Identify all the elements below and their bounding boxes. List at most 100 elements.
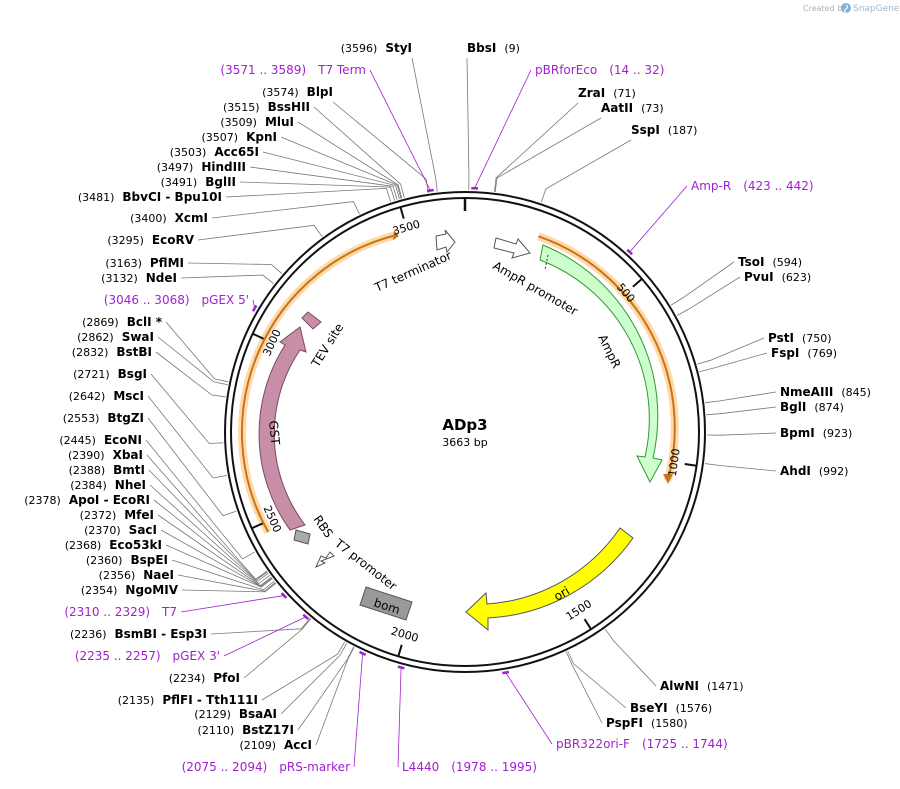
enzyme-site[interactable]: BclI * (2869) [82, 315, 163, 329]
enzyme-site[interactable]: BtgZI (2553) [63, 411, 144, 425]
enzyme-position: (2135) [118, 694, 155, 707]
primer-binding-mark [302, 613, 310, 620]
enzyme-leader-line [243, 618, 312, 679]
enzyme-site[interactable]: BstZ17I (2110) [198, 723, 294, 737]
enzyme-site[interactable]: SacI (2370) [84, 523, 157, 537]
tick-mark [632, 278, 643, 288]
primer-site[interactable]: Amp-R (423 .. 442) [691, 179, 814, 193]
snapgene-logo-icon [840, 3, 851, 14]
enzyme-site[interactable]: BssHII (3515) [223, 100, 310, 114]
enzyme-site[interactable]: BspEI (2360) [86, 553, 168, 567]
primer-name: T7 [161, 605, 177, 619]
enzyme-site[interactable]: PflMI (3163) [105, 256, 184, 270]
enzyme-site[interactable]: XcmI (3400) [130, 211, 208, 225]
primer-site[interactable]: pBR322ori-F (1725 .. 1744) [556, 737, 728, 751]
enzyme-position: (2109) [239, 739, 276, 752]
enzyme-site[interactable]: SwaI (2862) [77, 330, 154, 344]
enzyme-site[interactable]: PflFI - Tth111I (2135) [118, 693, 258, 707]
enzyme-site[interactable]: AccI (2109) [239, 738, 312, 752]
enzyme-leader-line [670, 261, 735, 306]
enzyme-site[interactable]: ZraI (71) [578, 86, 636, 100]
enzyme-site[interactable]: ApoI - EcoRI (2378) [24, 493, 150, 507]
enzyme-leader-line [706, 406, 777, 416]
enzyme-site[interactable]: NmeAIII (845) [780, 385, 871, 399]
enzyme-site[interactable]: KpnI (3507) [202, 130, 277, 144]
enzyme-site[interactable]: NheI (2384) [70, 478, 146, 492]
enzyme-site[interactable]: BseYI (1576) [630, 701, 712, 715]
enzyme-name: BbvCI - Bpu10I [122, 190, 222, 204]
enzyme-site[interactable]: BglII (3491) [161, 175, 236, 189]
enzyme-name: BstZ17I [242, 723, 294, 737]
enzyme-site[interactable]: XbaI (2390) [68, 448, 143, 462]
enzyme-site[interactable]: MluI (3509) [220, 115, 294, 129]
enzyme-leader-line [181, 582, 277, 593]
enzyme-site[interactable]: NaeI (2356) [99, 568, 174, 582]
enzyme-name: PstI [768, 331, 794, 345]
enzyme-site[interactable]: AatII (73) [601, 101, 664, 115]
enzyme-site[interactable]: NdeI (3132) [101, 271, 177, 285]
enzyme-site[interactable]: BstBI (2832) [72, 345, 152, 359]
enzyme-site[interactable]: FspI (769) [771, 346, 837, 360]
primer-range: (3046 .. 3068) [104, 293, 190, 307]
enzyme-site[interactable]: EcoRV (3295) [107, 233, 194, 247]
enzyme-name: BssHII [268, 100, 310, 114]
enzyme-name: NmeAIII [780, 385, 833, 399]
primer-binding-mark [502, 670, 510, 675]
enzyme-site[interactable]: BpmI (923) [780, 426, 852, 440]
primer-name: L4440 [402, 760, 439, 774]
tick-mark [684, 462, 697, 467]
tick-mark [397, 644, 403, 657]
enzyme-site[interactable]: Eco53kI (2368) [65, 538, 162, 552]
enzyme-leader-line [239, 181, 396, 201]
enzyme-site[interactable]: BsmBI - Esp3I (2236) [70, 627, 207, 641]
enzyme-site[interactable]: NgoMIV (2354) [81, 583, 179, 597]
primer-range: (2310 .. 2329) [64, 605, 150, 619]
enzyme-leader-line [249, 166, 398, 200]
primer-name: pGEX 5' [202, 293, 249, 307]
enzyme-site[interactable]: BsaAI (2129) [194, 707, 277, 721]
enzyme-site[interactable]: MscI (2642) [69, 389, 144, 403]
enzyme-site[interactable]: BsgI (2721) [73, 367, 147, 381]
enzyme-position: (874) [814, 401, 844, 414]
primer-site[interactable]: T7 Term (3571 .. 3589) [220, 63, 366, 77]
enzyme-leader-line [261, 641, 345, 701]
enzyme-name: BlpI [307, 85, 333, 99]
enzyme-site[interactable]: BlpI (3574) [262, 85, 333, 99]
feature-label-ori: ori [552, 584, 573, 604]
enzyme-site[interactable]: PfoI (2234) [169, 671, 240, 685]
primer-site[interactable]: pRS-marker (2075 .. 2094) [182, 760, 350, 774]
enzyme-site[interactable]: BbvCI - Bpu10I (3481) [78, 190, 222, 204]
primer-binding-mark [280, 592, 288, 599]
enzyme-site[interactable]: BmtI (2388) [69, 463, 145, 477]
enzyme-name: KpnI [246, 130, 277, 144]
enzyme-leader-line [332, 101, 429, 193]
enzyme-site[interactable]: BglI (874) [780, 400, 844, 414]
primer-site[interactable]: T7 (2310 .. 2329) [64, 605, 177, 619]
enzyme-site[interactable]: Acc65I (3503) [170, 145, 259, 159]
enzyme-leader-line [411, 57, 438, 192]
enzyme-site[interactable]: StyI (3596) [341, 41, 412, 55]
enzyme-site[interactable]: PvuI (623) [744, 270, 811, 284]
enzyme-site[interactable]: TsoI (594) [738, 255, 802, 269]
enzyme-site[interactable]: EcoNI (2445) [59, 433, 142, 447]
primer-range: (14 .. 32) [609, 63, 664, 77]
primer-site[interactable]: pGEX 5' (3046 .. 3068) [104, 293, 249, 307]
enzyme-position: (3574) [262, 86, 299, 99]
enzyme-name: NheI [115, 478, 146, 492]
enzyme-leader-line [705, 391, 777, 404]
enzyme-site[interactable]: PspFI (1580) [606, 716, 688, 730]
primer-site[interactable]: L4440 (1978 .. 1995) [402, 760, 537, 774]
primer-site[interactable]: pGEX 3' (2235 .. 2257) [75, 649, 220, 663]
enzyme-site[interactable]: MfeI (2372) [80, 508, 154, 522]
enzyme-site[interactable]: AlwNI (1471) [660, 679, 744, 693]
primer-range: (2235 .. 2257) [75, 649, 161, 663]
enzyme-position: (769) [807, 347, 837, 360]
enzyme-site[interactable]: SspI (187) [631, 123, 697, 137]
enzyme-site[interactable]: PstI (750) [768, 331, 832, 345]
enzyme-site[interactable]: AhdI (992) [780, 464, 848, 478]
enzyme-site[interactable]: HindIII (3497) [157, 160, 246, 174]
enzyme-name: EcoNI [104, 433, 142, 447]
primer-site[interactable]: pBRforEco (14 .. 32) [535, 63, 664, 77]
enzyme-position: (2642) [69, 390, 106, 403]
enzyme-site[interactable]: BbsI (9) [467, 41, 520, 55]
